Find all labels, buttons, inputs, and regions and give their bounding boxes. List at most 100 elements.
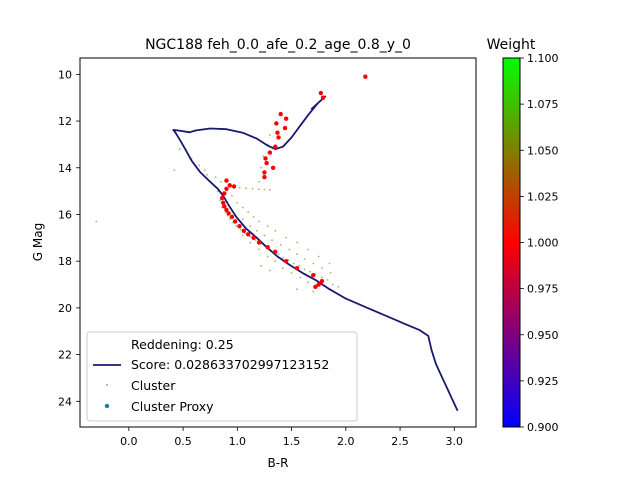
cluster-point-82 [274,229,277,232]
proxy-point-2 [320,95,326,100]
colorbar-ticks: 0.900 0.925 0.950 0.975 1.000 1.025 1.050 1.075… [520,52,559,434]
cluster-point-12 [251,187,254,190]
proxy-point-11 [263,156,268,161]
legend-cluster-marker [106,384,108,386]
proxy-point-22 [221,200,226,205]
cluster-point-57 [296,253,298,256]
cluster-point-10 [238,186,241,189]
cluster-point-17 [260,166,263,169]
proxy-point-8 [276,135,281,140]
x-tick-label-5: 2.5 [391,435,409,448]
y-tick-label-5: 20 [58,302,72,315]
x-tick-label-3: 1.5 [283,435,301,448]
cluster-point-62 [241,234,244,237]
colorbar: Weight 0.900 0.925 0.950 0.975 1.000 1.025 1.0… [487,37,559,434]
cluster-point-69 [299,276,302,279]
cluster-point-7 [214,176,217,179]
legend-proxy-marker [104,403,110,409]
y-tick-label-3: 16 [58,208,72,221]
legend-reddening: Reddening: 0.25 [131,337,234,352]
proxy-point-37 [311,272,316,278]
cluster-point-70 [306,281,309,284]
proxy-point-23 [222,204,227,209]
proxy-point-25 [226,211,231,216]
cluster-point-79 [252,215,255,218]
cluster-point-65 [266,255,269,258]
cluster-point-80 [258,220,260,223]
proxy-point-30 [245,232,251,237]
cluster-point-14 [263,188,266,191]
cluster-point-5 [203,169,206,172]
proxy-point-10 [267,150,273,155]
proxy-point-35 [283,258,289,264]
cluster-point-41 [298,264,301,267]
cluster-point-53 [263,234,266,237]
cluster-point-56 [288,248,291,251]
proxy-point-34 [273,249,278,255]
cluster-point-67 [281,267,284,270]
y-tick-label-7: 24 [58,395,72,408]
y-tick-label-0: 10 [58,68,72,81]
colorbar-tick-label-1: 0.925 [527,375,559,388]
proxy-point-3 [278,111,283,117]
proxy-point-20 [222,191,227,196]
proxy-point-40 [313,284,318,290]
colorbar-tick-label-5: 1.025 [527,190,559,203]
proxy-point-24 [224,207,229,213]
cluster-point-11 [245,187,247,190]
colorbar-gradient [502,57,521,428]
colorbar-tick-label-0: 0.900 [527,421,559,434]
cluster-point-47 [331,283,334,286]
cluster-point-46 [326,278,329,281]
cluster-point-37 [277,253,280,256]
cluster-point-68 [290,271,293,274]
colorbar-tick-label-7: 1.075 [527,98,559,111]
cluster-point-74 [312,290,315,293]
x-tick-label-6: 3.0 [446,435,464,448]
cluster-point-32 [254,239,257,242]
cluster-point-1 [173,169,176,172]
cluster-point-85 [306,248,309,251]
cluster-point-72 [268,269,271,272]
cluster-point-13 [258,188,260,191]
colorbar-tick-label-6: 1.050 [527,144,559,157]
marks-layer [95,74,459,412]
colorbar-tick-label-3: 0.975 [527,283,559,296]
cluster-point-4 [198,164,201,167]
cluster-point-15 [268,189,271,191]
proxy-point-0 [363,74,368,79]
colorbar-tick-label-8: 1.100 [527,52,559,65]
plot-frame [79,57,477,428]
proxy-point-36 [294,265,300,271]
proxy-point-38 [319,278,325,284]
proxy-point-19 [224,186,229,191]
y-tick-label-6: 22 [58,349,72,362]
proxy-point-15 [262,174,267,180]
cluster-point-59 [312,262,315,265]
cluster-point-20 [268,134,271,136]
cluster-point-71 [260,264,263,267]
y-tick-label-4: 18 [58,255,72,268]
y-tick-label-2: 14 [58,162,72,175]
x-tick-label-4: 2.0 [337,435,355,448]
proxy-point-5 [274,121,279,126]
proxy-point-4 [283,116,289,121]
cluster-point-31 [249,235,252,238]
legend-score: Score: 0.028633702997123152 [131,357,329,372]
legend-proxy: Cluster Proxy [131,399,214,414]
proxy-point-17 [227,183,232,188]
cluster-point-64 [258,248,260,251]
isochrone-line [172,95,459,412]
cluster-point-18 [262,155,265,157]
cluster-point-26 [228,218,231,221]
y-tick-label-1: 12 [58,115,72,128]
cluster-point-58 [303,257,306,260]
cluster-point-8 [220,180,222,183]
proxy-point-14 [262,170,267,175]
cluster-point-42 [303,268,306,271]
x-axis: 0.0 0.5 1.0 1.5 2.0 2.5 3.0 [120,427,463,448]
cluster-point-75 [230,194,233,197]
cluster-point-81 [266,225,269,228]
cluster-point-76 [236,201,239,204]
cluster-point-6 [206,173,208,176]
